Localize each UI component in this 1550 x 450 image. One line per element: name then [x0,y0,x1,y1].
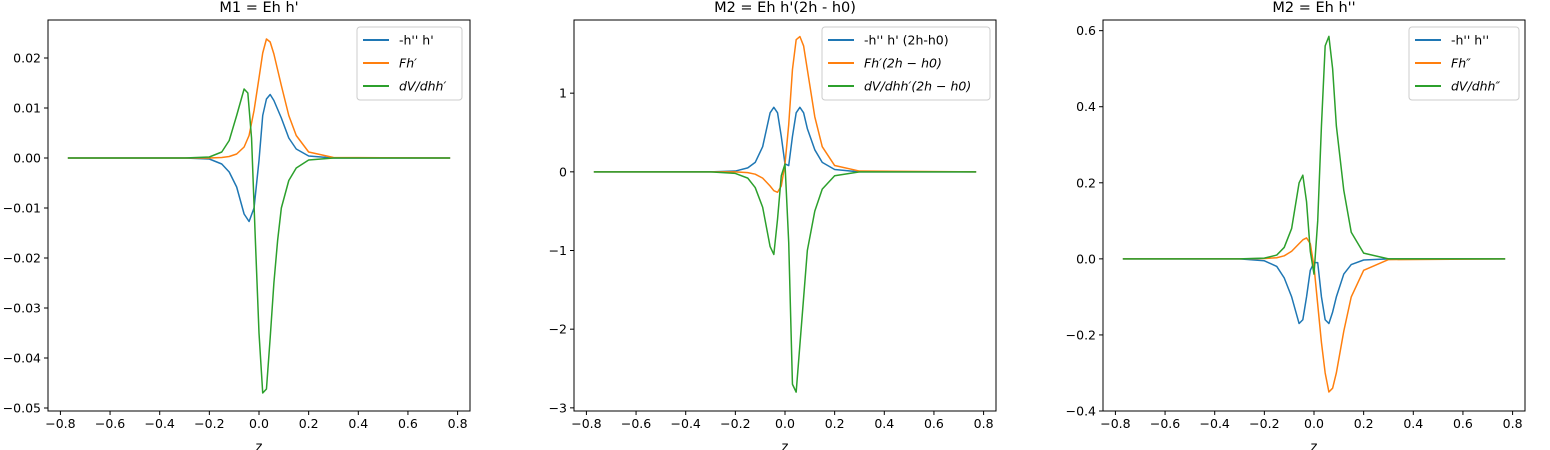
series-line-m3-0 [1122,258,1506,325]
legend-label-m3: dV/dhh″ [1451,79,1500,94]
y-tick-label-m1: −0.04 [3,351,41,366]
legend-box-m2 [821,26,991,101]
subplot-m2: M2 = Eh h'(2h - h0) z −0.8 −0.6 −0.4 −0.2 0.… [549,0,997,450]
y-tick-label-m3: −0.2 [1066,327,1096,342]
chart-title-m2: M2 = Eh h'(2h - h0) [714,0,856,16]
x-tick-label-m2: 0.6 [924,416,944,431]
legend-m2: -h'' h' (2h-h0) Fh′(2h − h0) dV/dhh′(2h − … [821,26,991,101]
x-tick-label-m3: −0.2 [1249,416,1279,431]
chart-title-m1: M1 = Eh h' [219,0,298,16]
x-tick-label-m2: −0.8 [571,416,601,431]
x-tick-label-m3: 0.4 [1403,416,1423,431]
x-tick-label-m1: 0.0 [249,416,269,431]
series-line-m1-0 [67,93,451,223]
legend-label-m1: -h'' h' [399,33,434,48]
legend-box-m1 [356,26,463,101]
series-line-m1-1 [67,38,451,159]
axis-ticks-m2: −0.8 −0.6 −0.4 −0.2 0.0 0.2 0.4 0.6 0.8 1 0 −1 −2 −3 [549,86,994,431]
legend-box-m3 [1408,26,1520,101]
legend-label-m3: Fh″ [1451,56,1471,71]
y-tick-label-m1: 0.02 [13,51,41,66]
y-tick-label-m2: −1 [549,243,567,258]
subplot-m3: M2 = Eh h'' z −0.8 −0.6 −0.4 −0.2 0.0 0.2 0.4 0… [1066,0,1526,450]
x-tick-label-m2: 0.4 [874,416,894,431]
x-tick-label-m3: 0.0 [1304,416,1324,431]
x-tick-label-m2: −0.4 [671,416,701,431]
legend-m1: -h'' h' Fh′ dV/dhh′ [356,26,463,101]
x-tick-label-m3: −0.4 [1200,416,1230,431]
series-line-m2-2 [593,163,977,393]
axis-ticks-m3: −0.8 −0.6 −0.4 −0.2 0.0 0.2 0.4 0.6 0.8 0.6 0.4 0.2… [1066,23,1523,431]
legend-label-m1: dV/dhh′ [399,79,446,94]
series-line-m3-1 [1122,237,1506,393]
x-tick-label-m2: −0.2 [720,416,750,431]
x-axis-label-m2: z [782,440,789,450]
legend-label-m3: -h'' h'' [1451,33,1489,48]
y-tick-label-m1: 0.01 [13,101,41,116]
x-tick-label-m1: 0.6 [398,416,418,431]
x-tick-label-m1: 0.4 [348,416,368,431]
y-tick-label-m3: 0.4 [1076,99,1096,114]
x-tick-label-m1: −0.6 [95,416,125,431]
y-tick-label-m2: −2 [549,322,567,337]
y-tick-label-m2: 0 [559,164,567,179]
x-axis-label-m3: z [1311,440,1318,450]
y-tick-label-m1: −0.05 [3,401,41,416]
axis-ticks-m1: −0.8 −0.6 −0.4 −0.2 0.0 0.2 0.4 0.6 0.8 0.02 0.01 0… [3,51,468,432]
y-tick-label-m3: −0.4 [1066,404,1096,419]
plot-lines-m1 [67,38,451,394]
x-tick-label-m3: 0.6 [1453,416,1473,431]
x-tick-label-m2: 0.8 [974,416,994,431]
x-tick-label-m3: −0.8 [1100,416,1130,431]
y-tick-label-m3: 0.6 [1076,23,1096,38]
x-tick-label-m2: 0.0 [775,416,795,431]
y-tick-label-m1: −0.02 [3,251,41,266]
y-tick-label-m2: −3 [549,400,567,415]
series-line-m2-0 [593,106,977,173]
series-line-m2-1 [593,35,977,194]
y-tick-label-m1: 0.00 [13,151,41,166]
plot-lines-m2 [593,35,977,393]
y-tick-label-m1: −0.03 [3,301,41,316]
x-tick-label-m1: −0.4 [145,416,175,431]
legend-label-m2: dV/dhh′(2h − h0) [864,79,971,94]
legend-m3: -h'' h'' Fh″ dV/dhh″ [1408,26,1520,101]
series-line-m3-2 [1122,35,1506,275]
x-tick-label-m3: 0.8 [1503,416,1523,431]
y-tick-label-m3: 0.0 [1076,251,1096,266]
plot-lines-m3 [1122,35,1506,393]
legend-label-m2: Fh′(2h − h0) [864,56,942,71]
x-tick-label-m2: 0.2 [825,416,845,431]
x-tick-label-m1: 0.8 [448,416,468,431]
x-tick-label-m1: −0.2 [194,416,224,431]
legend-label-m2: -h'' h' (2h-h0) [864,33,949,48]
legend-label-m1: Fh′ [399,56,417,71]
chart-title-m3: M2 = Eh h'' [1272,0,1355,16]
x-tick-label-m1: 0.2 [299,416,319,431]
y-tick-label-m3: 0.2 [1076,175,1096,190]
x-tick-label-m1: −0.8 [45,416,75,431]
x-tick-label-m3: 0.2 [1354,416,1374,431]
x-tick-label-m2: −0.6 [621,416,651,431]
x-tick-label-m3: −0.6 [1150,416,1180,431]
x-axis-label-m1: z [256,440,263,450]
subplot-m1: M1 = Eh h' z −0.8 −0.6 −0.4 −0.2 0.0 0.2 0.4 0.… [3,0,471,450]
series-line-m1-2 [67,88,451,394]
y-tick-label-m1: −0.01 [3,201,41,216]
y-tick-label-m2: 1 [559,86,567,101]
